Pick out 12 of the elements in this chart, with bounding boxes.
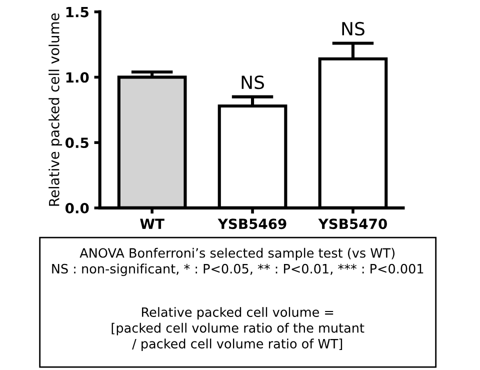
y-tick-label: 1.0 [66, 72, 89, 83]
y-axis-title: Relative packed cell volume [48, 13, 62, 206]
annotation: NS [342, 22, 364, 36]
annotation: NS [242, 75, 264, 90]
text: ANOVA Bonferroni’s selected sample test (vs WT) NS : non-significant, * : P<0.05, ** : P<0.01, *** : P<0.001 [52, 248, 424, 276]
x-tick-label: YSB5470 [318, 218, 387, 230]
y-tick-label: 1.5 [66, 6, 88, 18]
text: Relative packed cell volume = [packed cell volume ratio of the mutant / packed cell volume ratio of WT] [112, 307, 364, 351]
x-tick-label: YSB5469 [218, 218, 286, 230]
y-tick-label: 0.5 [65, 138, 88, 148]
x-tick-label: WT [140, 218, 164, 229]
y-tick-label: 0.0 [65, 202, 89, 214]
